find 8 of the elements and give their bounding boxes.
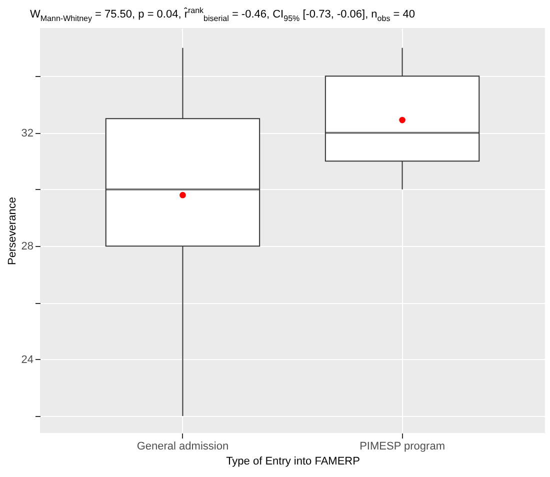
x-tick-label: PIMESP program: [360, 440, 445, 452]
x-axis-title: Type of Entry into FAMERP: [226, 456, 360, 468]
y-tick-label: 24: [21, 354, 34, 366]
x-tick-label: General admission: [136, 440, 229, 452]
chart-title: W$_{Mann-Whitney}$ = 75.50, p = 0.04, r̂$^{rank}$$_{biserial}$ = -0.46, CI$_{95%}$ [-0.73, -0.06], n$_{obs}$ = 40: [30, 6, 415, 23]
y-tick-label: 28: [21, 240, 34, 253]
y-axis-title: Perseverance: [6, 197, 18, 265]
y-tick-label: 32: [21, 127, 34, 140]
